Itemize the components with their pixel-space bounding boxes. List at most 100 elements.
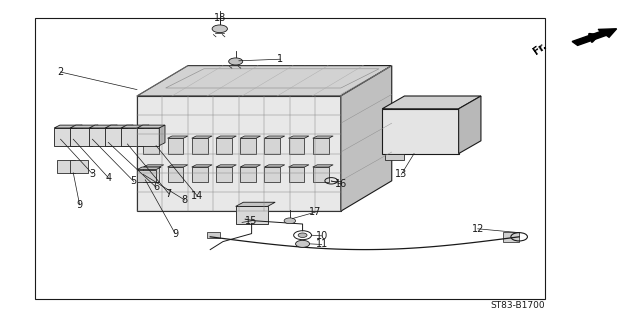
Polygon shape: [168, 167, 183, 182]
Bar: [140, 134, 156, 142]
Text: 10: 10: [315, 231, 328, 241]
Circle shape: [284, 218, 296, 224]
Bar: [57, 134, 73, 142]
Polygon shape: [240, 136, 261, 138]
Polygon shape: [57, 160, 75, 173]
Polygon shape: [264, 136, 285, 138]
Bar: [73, 134, 89, 142]
Text: 15: 15: [245, 216, 258, 226]
Text: ST83-B1700: ST83-B1700: [490, 301, 545, 310]
FancyArrow shape: [572, 29, 617, 45]
Polygon shape: [382, 109, 459, 154]
Polygon shape: [216, 167, 232, 182]
Polygon shape: [127, 125, 133, 146]
Polygon shape: [70, 160, 88, 173]
Text: 9: 9: [172, 228, 178, 239]
Text: 2: 2: [57, 67, 64, 77]
Polygon shape: [216, 136, 236, 138]
Text: 6: 6: [153, 182, 159, 192]
Polygon shape: [89, 128, 111, 146]
Polygon shape: [503, 232, 519, 242]
Polygon shape: [313, 165, 333, 167]
Text: 16: 16: [334, 179, 347, 189]
Polygon shape: [289, 165, 309, 167]
Text: 18: 18: [213, 12, 226, 23]
Polygon shape: [240, 138, 256, 154]
Polygon shape: [459, 96, 481, 154]
Polygon shape: [385, 154, 404, 160]
Polygon shape: [264, 167, 280, 182]
Text: 5: 5: [131, 176, 137, 187]
Polygon shape: [89, 125, 117, 128]
Polygon shape: [216, 165, 236, 167]
Polygon shape: [289, 136, 309, 138]
Bar: [92, 134, 108, 142]
Polygon shape: [264, 165, 285, 167]
Polygon shape: [159, 125, 165, 146]
Polygon shape: [121, 125, 149, 128]
Polygon shape: [137, 96, 341, 211]
Polygon shape: [264, 138, 280, 154]
Bar: [124, 134, 140, 142]
Polygon shape: [92, 125, 98, 146]
Polygon shape: [143, 138, 159, 154]
Polygon shape: [137, 125, 165, 128]
Bar: [417, 136, 433, 146]
Polygon shape: [192, 165, 212, 167]
Polygon shape: [76, 125, 82, 146]
Polygon shape: [143, 165, 164, 167]
Polygon shape: [207, 232, 220, 238]
Polygon shape: [121, 128, 143, 146]
Polygon shape: [70, 125, 98, 128]
Polygon shape: [105, 128, 127, 146]
Circle shape: [229, 58, 243, 65]
Text: 11: 11: [315, 239, 328, 250]
Polygon shape: [111, 125, 117, 146]
Polygon shape: [313, 167, 329, 182]
Text: 14: 14: [191, 191, 204, 201]
Polygon shape: [137, 128, 159, 146]
Bar: [35, 18, 545, 299]
Polygon shape: [216, 138, 232, 154]
Text: 17: 17: [309, 207, 322, 217]
Polygon shape: [137, 66, 392, 96]
Polygon shape: [289, 138, 304, 154]
Text: 3: 3: [89, 169, 96, 179]
Text: 4: 4: [105, 172, 111, 183]
Polygon shape: [313, 138, 329, 154]
Polygon shape: [289, 167, 304, 182]
Circle shape: [298, 233, 307, 237]
Polygon shape: [192, 138, 208, 154]
Text: 1: 1: [277, 54, 283, 64]
Polygon shape: [54, 125, 82, 128]
Polygon shape: [70, 128, 92, 146]
Polygon shape: [143, 125, 149, 146]
Polygon shape: [313, 136, 333, 138]
Text: 7: 7: [166, 188, 172, 199]
Circle shape: [212, 25, 227, 33]
Circle shape: [296, 240, 310, 247]
Text: 9: 9: [76, 200, 83, 210]
Polygon shape: [143, 136, 164, 138]
Polygon shape: [382, 96, 481, 109]
Polygon shape: [137, 167, 161, 170]
Polygon shape: [54, 128, 76, 146]
Polygon shape: [143, 167, 159, 182]
Polygon shape: [168, 136, 188, 138]
Text: 8: 8: [182, 195, 188, 205]
Text: 13: 13: [395, 169, 408, 180]
Bar: [417, 122, 433, 131]
Bar: [392, 122, 408, 131]
Bar: [392, 136, 408, 146]
Polygon shape: [240, 167, 256, 182]
Polygon shape: [192, 136, 212, 138]
Polygon shape: [236, 206, 268, 224]
Polygon shape: [168, 165, 188, 167]
Polygon shape: [168, 138, 183, 154]
Polygon shape: [240, 165, 261, 167]
Polygon shape: [105, 125, 133, 128]
Text: Fr.: Fr.: [531, 40, 548, 56]
Polygon shape: [137, 170, 156, 182]
Polygon shape: [236, 202, 275, 206]
Text: 12: 12: [471, 224, 484, 234]
